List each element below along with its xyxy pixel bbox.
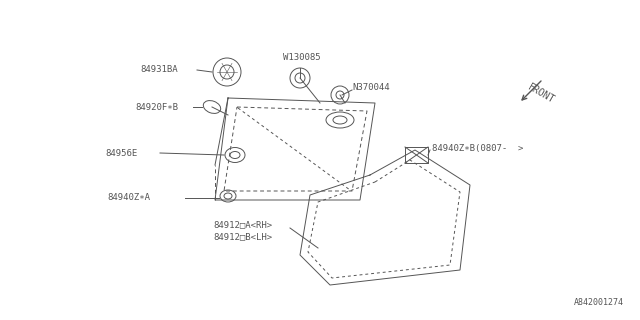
Text: 84931BA: 84931BA: [140, 66, 178, 75]
Text: A842001274: A842001274: [574, 298, 624, 307]
Text: 84912□B<LH>: 84912□B<LH>: [213, 233, 272, 242]
Text: W130085: W130085: [283, 53, 321, 62]
Text: 84956E: 84956E: [105, 148, 137, 157]
Text: 84912□A<RH>: 84912□A<RH>: [213, 220, 272, 229]
Text: FRONT: FRONT: [526, 82, 556, 106]
Text: N370044: N370044: [352, 84, 390, 92]
Text: 84920F∗B: 84920F∗B: [135, 102, 178, 111]
Text: 84940Z∗A: 84940Z∗A: [107, 194, 150, 203]
Text: 84940Z∗B(0807-  >: 84940Z∗B(0807- >: [432, 143, 524, 153]
